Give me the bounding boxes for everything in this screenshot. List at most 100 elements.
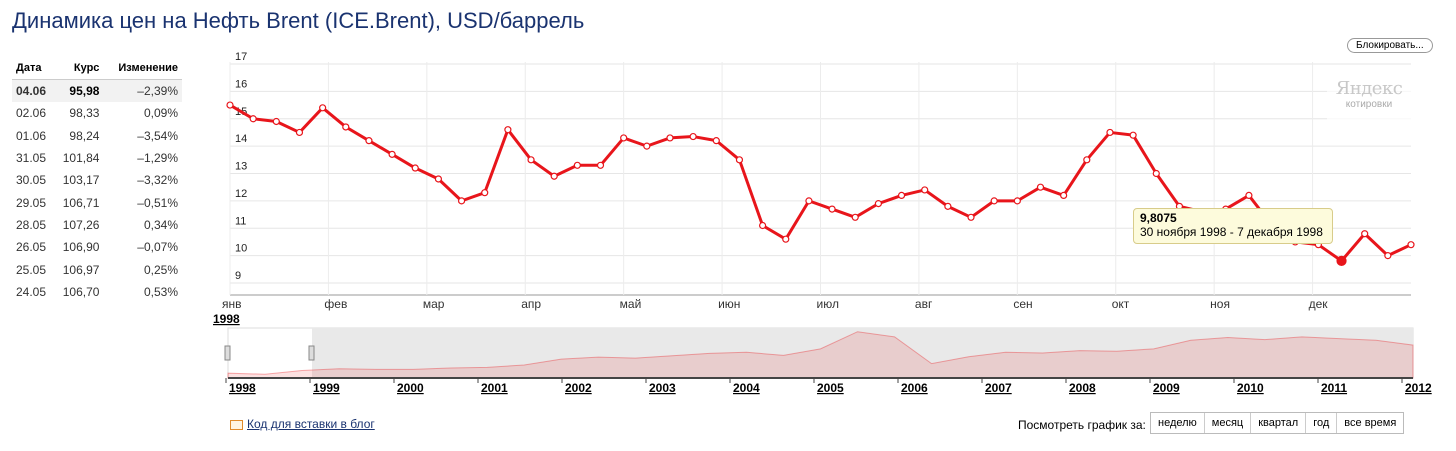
data-point bbox=[666, 134, 674, 142]
data-point bbox=[828, 205, 836, 213]
row-date: 01.06 bbox=[16, 128, 47, 143]
data-point bbox=[620, 134, 628, 142]
navigator-year-label: 2004 bbox=[733, 381, 760, 395]
header-date: Дата bbox=[12, 60, 52, 80]
y-tick-label: 12 bbox=[235, 188, 247, 200]
range-month-button[interactable]: месяц bbox=[1203, 413, 1251, 433]
table-row: 30.05 103,17 –3,32% bbox=[12, 169, 182, 191]
row-change: –0,51% bbox=[137, 195, 178, 210]
rates-table: Дата Курс Изменение 04.06 95,98 –2,39% 02.0… bbox=[12, 60, 182, 303]
blog-icon bbox=[230, 420, 243, 430]
row-change: –1,29% bbox=[137, 151, 178, 166]
navigator-year-label: 2001 bbox=[481, 381, 508, 395]
data-point bbox=[944, 202, 952, 210]
range-all-button[interactable]: все время bbox=[1336, 413, 1404, 433]
row-date: 29.05 bbox=[16, 195, 47, 210]
range-quarter-button[interactable]: квартал bbox=[1250, 413, 1306, 433]
data-point bbox=[735, 156, 744, 164]
range-week-button[interactable]: неделю bbox=[1151, 413, 1204, 433]
y-tick-label: 13 bbox=[235, 161, 247, 173]
row-date: 25.05 bbox=[16, 262, 47, 277]
data-point bbox=[481, 189, 489, 197]
row-date: 28.05 bbox=[16, 217, 47, 232]
tooltip-period: 30 ноября 1998 - 7 декабря 1998 bbox=[1140, 225, 1323, 239]
y-tick-label: 9 bbox=[235, 270, 241, 282]
row-rate: 106,90 bbox=[62, 240, 100, 255]
navigator-year-label: 2000 bbox=[397, 381, 424, 395]
logo-sub: котировки bbox=[1345, 99, 1393, 110]
data-point bbox=[1407, 241, 1415, 249]
row-date: 26.05 bbox=[16, 240, 47, 255]
table-row: 28.05 107,26 0,34% bbox=[12, 214, 182, 236]
data-point bbox=[1013, 197, 1021, 205]
x-axis: янв фев мар апр май июн июл авг сен окт ноя дек 1998 bbox=[213, 297, 1328, 326]
navigator-year-label: 2012 bbox=[1405, 381, 1432, 395]
row-date: 04.06 bbox=[12, 79, 52, 103]
data-point bbox=[596, 161, 605, 169]
header-rate: Курс bbox=[51, 60, 104, 80]
navigator-selection bbox=[312, 328, 1413, 378]
chart-grid bbox=[229, 62, 1411, 296]
navigator-year-label: 2006 bbox=[901, 381, 928, 395]
row-date: 02.06 bbox=[16, 106, 47, 121]
data-point bbox=[1060, 191, 1068, 199]
navigator: 1998 1999 2000 2001 2002 2003 2004 2005 2006 2007… bbox=[224, 327, 1432, 395]
data-point bbox=[921, 186, 929, 194]
x-month-label: сен bbox=[1013, 297, 1032, 311]
data-point bbox=[967, 213, 975, 221]
data-point bbox=[342, 123, 350, 131]
row-change: 0,09% bbox=[143, 106, 178, 121]
row-rate: 106,70 bbox=[62, 284, 100, 299]
x-month-label: фев bbox=[324, 297, 347, 311]
data-point bbox=[527, 156, 535, 164]
data-point bbox=[504, 126, 512, 134]
x-year-label: 1998 bbox=[213, 312, 240, 326]
navigator-year-label: 2008 bbox=[1069, 381, 1096, 395]
x-month-label: дек bbox=[1309, 297, 1329, 311]
row-change: –0,07% bbox=[137, 240, 178, 255]
data-point bbox=[1361, 230, 1369, 238]
table-row: 26.05 106,90 –0,07% bbox=[12, 236, 182, 258]
range-label: Посмотреть график за: bbox=[1018, 418, 1146, 432]
data-point bbox=[457, 197, 466, 205]
data-point bbox=[411, 164, 419, 172]
navigator-year-label: 1999 bbox=[313, 381, 340, 395]
table-row: 04.06 95,98 –2,39% bbox=[12, 79, 182, 103]
data-point bbox=[573, 161, 581, 169]
data-point bbox=[1106, 128, 1114, 137]
row-change: –3,32% bbox=[137, 173, 178, 188]
navigator-year-label: 2002 bbox=[565, 381, 592, 395]
data-point bbox=[226, 101, 234, 109]
row-rate: 98,33 bbox=[69, 106, 100, 121]
data-point bbox=[643, 142, 651, 150]
embed-code-link[interactable]: Код для вставки в блог bbox=[247, 417, 375, 431]
row-change: 0,53% bbox=[143, 284, 178, 299]
block-button[interactable]: Блокировать... bbox=[1347, 38, 1433, 53]
row-change: 0,34% bbox=[143, 217, 178, 232]
table-row: 29.05 106,71 –0,51% bbox=[12, 191, 182, 213]
data-point bbox=[434, 175, 443, 183]
header-change: Изменение bbox=[103, 60, 182, 80]
data-point bbox=[550, 172, 558, 180]
navigator-year-label: 2003 bbox=[649, 381, 676, 395]
data-point bbox=[689, 132, 697, 141]
x-month-label: ноя bbox=[1210, 297, 1230, 311]
range-year-button[interactable]: год bbox=[1305, 413, 1337, 433]
x-month-label: авг bbox=[915, 297, 933, 311]
table-row: 24.05 106,70 0,53% bbox=[12, 281, 182, 303]
row-rate: 103,17 bbox=[62, 173, 100, 188]
navigator-year-label: 2005 bbox=[817, 381, 844, 395]
x-month-label: май bbox=[620, 297, 642, 311]
y-tick-label: 17 bbox=[235, 51, 247, 63]
navigator-year-label: 2010 bbox=[1237, 381, 1264, 395]
table-row: 31.05 101,84 –1,29% bbox=[12, 147, 182, 169]
row-rate: 106,71 bbox=[62, 195, 100, 210]
navigator-right-handle bbox=[308, 345, 315, 361]
row-rate: 98,24 bbox=[69, 128, 100, 143]
data-point bbox=[249, 115, 257, 123]
table-row: 25.05 106,97 0,25% bbox=[12, 258, 182, 280]
navigator-left-handle bbox=[224, 345, 231, 361]
data-point bbox=[1129, 131, 1137, 139]
